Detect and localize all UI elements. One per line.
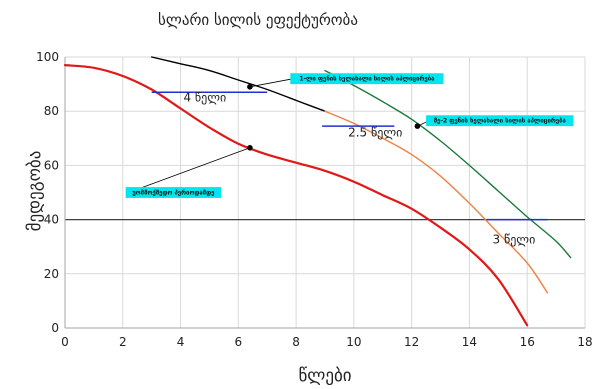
- series-line-2: [151, 56, 326, 112]
- annotations: 4 წელი 2.5 წელი 3 წელი 1-ლი ფენის ხელახალი …: [125, 73, 574, 247]
- callout-text: უომმოქმედო პერიოდამდე: [132, 190, 214, 197]
- callout-connector: [249, 78, 294, 88]
- data-marker: [247, 84, 253, 90]
- series-line-4: [324, 69, 572, 259]
- callout-text: მე-2 ფენის ხელახალი სილის აპლიცირება: [434, 118, 567, 125]
- series-group: [63, 56, 572, 327]
- data-marker: [247, 144, 253, 151]
- x-tick-label: 14: [462, 335, 477, 349]
- x-tick-label: 6: [235, 335, 243, 349]
- data-marker: [414, 123, 421, 129]
- interval-label: 2.5 წელი: [348, 126, 402, 140]
- y-tick-label: 60: [44, 158, 59, 172]
- x-tick-label: 16: [520, 335, 535, 349]
- callout-box: [426, 115, 574, 127]
- callout-box: [290, 73, 444, 85]
- callout-text: 1-ლი ფენის ხელახალი სილის აპლიცირება: [299, 76, 435, 83]
- x-tick-label: 2: [119, 335, 127, 349]
- x-tick-label: 8: [292, 335, 300, 349]
- y-axis-title: მედეგობა: [25, 151, 45, 232]
- callout-connector: [128, 147, 251, 193]
- y-tick-label: 0: [51, 321, 59, 335]
- x-tick-label: 18: [577, 335, 592, 349]
- y-tick-label: 20: [44, 267, 59, 281]
- interval-label: 3 წელი: [493, 233, 536, 247]
- y-tick-label: 40: [44, 213, 59, 227]
- x-tick-label: 0: [61, 335, 69, 349]
- axes: 0 2 4 6 8 10 12 14 16 18 0 20 40 60 80 100: [36, 50, 593, 349]
- x-axis-title: წლები: [298, 366, 351, 386]
- series-line-3: [324, 110, 549, 294]
- callout-box: [125, 187, 221, 198]
- y-tick-label: 80: [44, 104, 59, 118]
- series-line-1: [63, 63, 529, 327]
- y-tick-label: 100: [36, 50, 59, 64]
- x-tick-label: 10: [346, 335, 361, 349]
- x-tick-label: 4: [177, 335, 185, 349]
- x-tick-label: 12: [404, 335, 419, 349]
- chart-title: სლარი სილის ეფექტურობა: [158, 11, 358, 29]
- interval-label: 4 წელი: [183, 90, 226, 104]
